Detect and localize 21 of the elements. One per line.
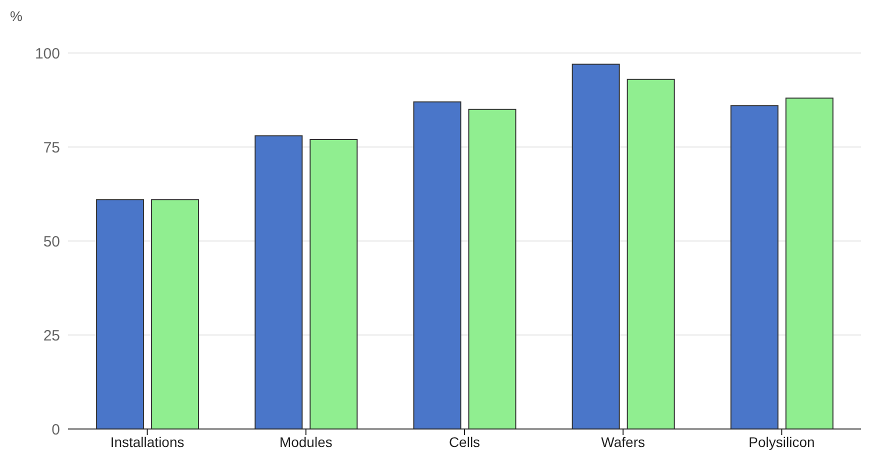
y-axis-title: % bbox=[10, 8, 22, 24]
x-tick-label: Modules bbox=[279, 434, 332, 450]
y-tick-label: 100 bbox=[34, 45, 60, 62]
bar bbox=[468, 108, 516, 429]
x-tick-label: Cells bbox=[448, 434, 480, 450]
y-tick-label: 0 bbox=[52, 421, 60, 438]
bar bbox=[151, 199, 200, 429]
bar bbox=[572, 64, 620, 429]
y-tick-label: 75 bbox=[43, 139, 60, 156]
x-tick-label: Installations bbox=[110, 434, 184, 450]
bar bbox=[254, 135, 303, 429]
x-tick-label: Polysilicon bbox=[748, 434, 815, 450]
bar bbox=[413, 101, 462, 429]
bar bbox=[310, 138, 358, 429]
bar bbox=[626, 78, 675, 429]
y-tick-label: 50 bbox=[43, 233, 60, 250]
bar bbox=[730, 105, 778, 429]
x-tick-label: Wafers bbox=[601, 434, 646, 450]
y-tick-label: 25 bbox=[43, 327, 60, 344]
bar bbox=[96, 199, 144, 429]
bar bbox=[785, 98, 834, 429]
